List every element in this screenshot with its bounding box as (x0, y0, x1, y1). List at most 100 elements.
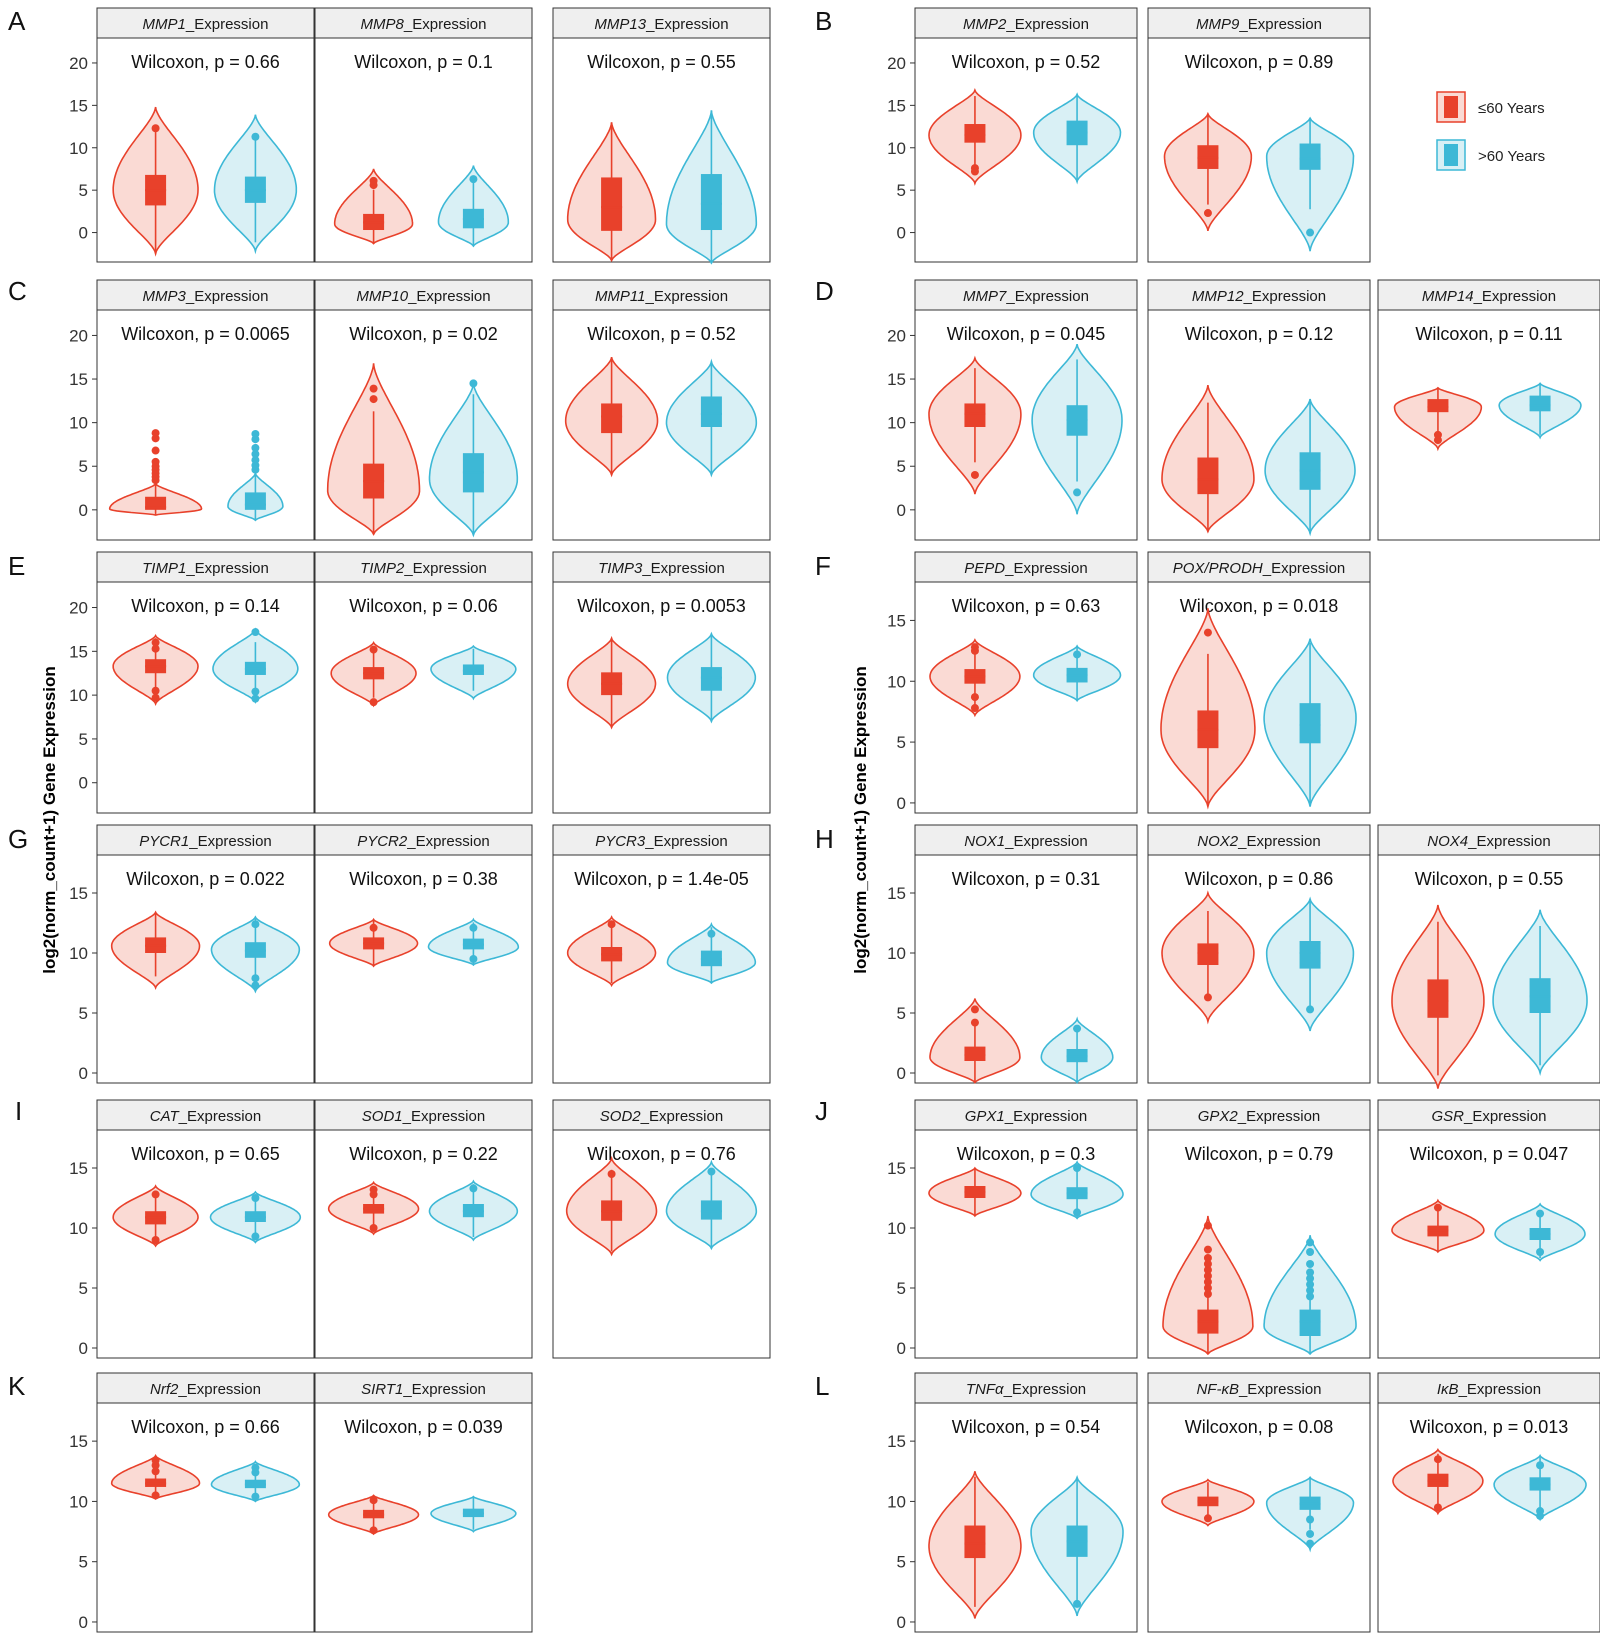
wilcoxon-label: Wilcoxon, p = 0.08 (1185, 1417, 1334, 1437)
facet-mmp8: MMP8_Expression Wilcoxon, p = 0.1 (314, 7, 533, 263)
panel-letter-F: F (815, 551, 831, 581)
box (244, 492, 266, 510)
facet-title: GPX1_Expression (965, 1108, 1088, 1125)
wilcoxon-label: Wilcoxon, p = 0.039 (344, 1417, 503, 1437)
outlier-point (251, 132, 260, 141)
outlier-point (607, 1170, 616, 1178)
y-tick-label: 0 (897, 1339, 906, 1358)
facet-strip (314, 1372, 533, 1404)
outlier-point (469, 1184, 478, 1193)
wilcoxon-label: Wilcoxon, p = 0.013 (1410, 1417, 1569, 1437)
box (1529, 395, 1551, 412)
outlier-point (1203, 1260, 1212, 1268)
y-tick-label: 10 (69, 1219, 88, 1238)
outlier-point (151, 638, 160, 647)
y-axis-label-right: log2(norm_count+1) Gene Expression (851, 666, 870, 974)
y-tick-label: 20 (887, 326, 906, 345)
y-tick-label: 15 (887, 1159, 906, 1178)
wilcoxon-label: Wilcoxon, p = 0.11 (1415, 324, 1562, 344)
facet-strip (314, 824, 533, 856)
y-tick-label: 0 (897, 224, 906, 243)
y-tick-label: 10 (887, 139, 906, 158)
y-tick-label: 10 (887, 1492, 906, 1511)
outlier-point (151, 686, 160, 695)
outlier-point (970, 704, 979, 713)
outlier-point (970, 470, 979, 479)
facet-strip (914, 279, 1138, 311)
facet-title: GPX2_Expression (1198, 1108, 1321, 1125)
facet-title: TIMP3_Expression (598, 560, 725, 577)
y-tick-label: 5 (897, 1279, 906, 1298)
y-tick-label: 15 (887, 370, 906, 389)
outlier-point (1073, 488, 1082, 497)
outlier-point (251, 429, 260, 438)
facet-sod1: SOD1_Expression Wilcoxon, p = 0.22 (314, 1099, 533, 1359)
y-axis-label-left: log2(norm_count+1) Gene Expression (40, 666, 59, 974)
wilcoxon-label: Wilcoxon, p = 0.22 (349, 1144, 498, 1164)
outlier-point (1073, 1024, 1082, 1033)
box (1197, 943, 1219, 965)
panel-frame (314, 854, 533, 1084)
outlier-point (1306, 1292, 1315, 1301)
panel-frame (552, 1129, 771, 1359)
y-tick-label: 10 (69, 139, 88, 158)
facet-strip (552, 1099, 771, 1131)
facet-strip (314, 7, 533, 39)
outlier-point (970, 643, 979, 652)
outlier-point (469, 923, 478, 932)
facet-title: NOX1_Expression (964, 833, 1087, 850)
wilcoxon-label: Wilcoxon, p = 0.045 (947, 324, 1106, 344)
facet-nrf2: Nrf2_Expression Wilcoxon, p = 0.66 (96, 1372, 315, 1633)
facet-title: PYCR1_Expression (139, 833, 272, 850)
facet-title: MMP2_Expression (963, 16, 1089, 33)
facet-pox-prodh: POX/PRODH_Expression Wilcoxon, p = 0.018 (1147, 551, 1371, 814)
facet-pepd: PEPD_Expression Wilcoxon, p = 0.63 (914, 551, 1138, 814)
box (601, 403, 623, 434)
outlier-point (369, 395, 378, 404)
y-tick-label: 10 (69, 414, 88, 433)
y-tick-label: 5 (79, 730, 88, 749)
outlier-point (1306, 228, 1315, 237)
box (1427, 979, 1449, 1018)
legend-label-2: >60 Years (1478, 148, 1545, 165)
wilcoxon-label: Wilcoxon, p = 1.4e-05 (574, 869, 749, 889)
facet-title: MMP1_Expression (143, 16, 269, 33)
wilcoxon-label: Wilcoxon, p = 0.022 (126, 869, 285, 889)
outlier-point (1203, 209, 1212, 218)
box (700, 174, 722, 231)
wilcoxon-label: Wilcoxon, p = 0.52 (587, 324, 736, 344)
panel-letter-G: G (8, 824, 28, 854)
panel-letter-D: D (815, 276, 834, 306)
panel-letter-H: H (815, 824, 834, 854)
legend-key-1-box (1444, 96, 1458, 118)
outlier-point (1306, 1005, 1315, 1014)
outlier-point (369, 1224, 378, 1232)
y-tick-label: 5 (897, 181, 906, 200)
outlier-point (1306, 1260, 1315, 1268)
outlier-point (707, 929, 716, 938)
y-tick-label: 0 (897, 501, 906, 520)
y-tick-label: 15 (887, 884, 906, 903)
outlier-point (151, 1491, 160, 1500)
facet-title: SOD2_Expression (600, 1108, 723, 1125)
outlier-point (251, 628, 260, 637)
facet-title: PYCR2_Expression (357, 833, 490, 850)
facet-timp2: TIMP2_Expression Wilcoxon, p = 0.06 (314, 551, 533, 814)
outlier-point (1536, 1507, 1545, 1516)
y-tick-label: 0 (897, 1613, 906, 1632)
facet-title: MMP3_Expression (143, 288, 269, 305)
panel-letter-K: K (8, 1371, 26, 1401)
outlier-point (151, 693, 160, 702)
box (1299, 703, 1321, 744)
facet-mmp7: MMP7_Expression Wilcoxon, p = 0.045 (914, 279, 1138, 541)
box (700, 1200, 722, 1220)
outlier-point (251, 1194, 260, 1202)
y-tick-label: 0 (79, 1339, 88, 1358)
outlier-point (369, 1526, 378, 1535)
facet-title: CAT_Expression (150, 1108, 261, 1125)
outlier-point (151, 429, 160, 438)
outlier-point (1203, 628, 1212, 637)
outlier-point (1203, 1272, 1212, 1280)
facet-strip (96, 279, 315, 311)
outlier-point (151, 457, 160, 466)
